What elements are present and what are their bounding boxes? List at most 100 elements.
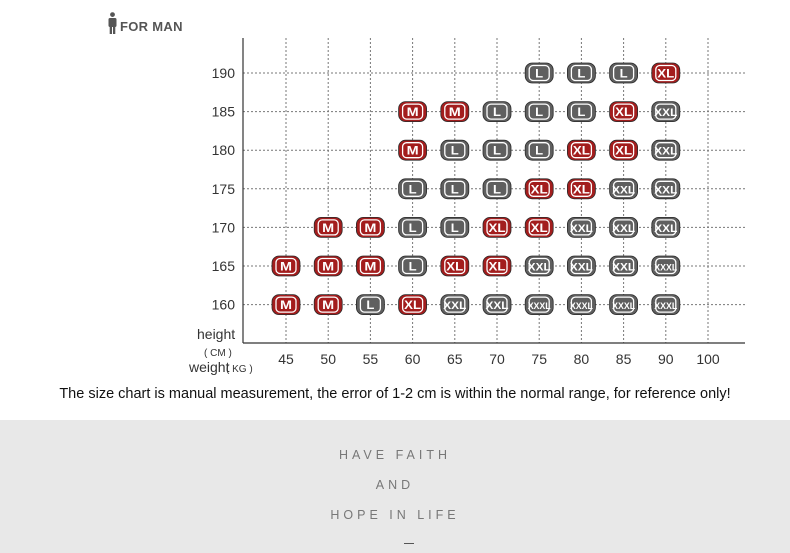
- size-label: L: [577, 67, 585, 81]
- size-badge: [524, 101, 554, 122]
- size-badge: [482, 255, 512, 277]
- y-tick-label: 160: [212, 297, 236, 313]
- size-badge: [482, 216, 512, 238]
- size-badge: [609, 101, 638, 122]
- size-badge: [567, 178, 596, 200]
- size-badge-border: [401, 103, 424, 120]
- size-label: XL: [615, 144, 632, 158]
- size-label: L: [451, 144, 459, 158]
- size-label: L: [535, 67, 543, 81]
- size-badge-border: [401, 257, 424, 275]
- size-label: M: [322, 298, 334, 312]
- y-tick-label: 175: [212, 181, 236, 197]
- slogan-line-3: HOPE IN LIFE: [330, 508, 460, 522]
- y-tick-label: 185: [212, 104, 236, 120]
- size-label: XL: [531, 221, 548, 235]
- size-badge: [651, 216, 681, 238]
- size-label: XL: [404, 298, 421, 312]
- size-badge-border: [486, 257, 508, 275]
- size-badge: [271, 294, 301, 316]
- size-badge-border: [570, 219, 593, 236]
- size-badge-border: [401, 142, 424, 159]
- size-label: XXL: [654, 223, 677, 235]
- size-badge-border: [570, 103, 593, 120]
- size-badge: [355, 216, 385, 238]
- size-badge-border: [655, 296, 677, 313]
- size-label: M: [280, 260, 292, 274]
- disclaimer-note: The size chart is manual measurement, th…: [59, 386, 731, 402]
- size-badge: [440, 294, 470, 316]
- size-label: XXL: [570, 223, 593, 235]
- size-badge: [567, 101, 596, 122]
- y-tick-label: 190: [212, 65, 236, 81]
- size-badge: [440, 178, 470, 200]
- size-label: L: [409, 221, 417, 235]
- size-label: M: [407, 144, 419, 158]
- y-tick-label: 180: [212, 142, 236, 158]
- divider-dash: [404, 543, 414, 544]
- size-badge: [651, 294, 681, 316]
- size-badge: [440, 101, 470, 122]
- size-label: M: [364, 260, 376, 274]
- size-badge: [355, 255, 385, 277]
- size-label: XXL: [612, 223, 635, 235]
- size-badge: [609, 216, 638, 238]
- size-badge: [440, 255, 470, 277]
- size-badge: [651, 101, 681, 122]
- size-badge: [398, 294, 428, 316]
- size-badge-border: [486, 180, 508, 197]
- slogan-line-1: HAVE FAITH: [338, 448, 451, 462]
- size-badge-border: [612, 142, 635, 159]
- size-badge: [440, 216, 470, 238]
- size-badge-border: [317, 257, 339, 275]
- size-label: L: [366, 298, 374, 312]
- size-badge: [482, 178, 512, 200]
- size-badge-border: [528, 257, 550, 275]
- size-label: XXL: [612, 184, 635, 196]
- size-badge-border: [359, 257, 382, 275]
- size-badge: [651, 178, 681, 200]
- size-label: L: [451, 182, 459, 196]
- size-badge: [567, 139, 596, 161]
- size-badge: [524, 62, 554, 84]
- size-badge: [567, 294, 596, 316]
- size-badge-border: [612, 257, 635, 275]
- size-badge-border: [359, 296, 382, 313]
- chart-header: FOR MAN: [108, 12, 183, 34]
- size-badge: [609, 294, 638, 316]
- size-badge-border: [486, 296, 508, 313]
- size-label: M: [407, 105, 419, 119]
- size-badge-border: [486, 103, 508, 120]
- x-tick-label: 55: [363, 351, 379, 367]
- x-axis-unit: ( KG ): [226, 364, 253, 375]
- size-badge-border: [401, 296, 424, 313]
- size-label: XXL: [443, 300, 466, 312]
- slogan-line-2: AND: [375, 478, 415, 492]
- size-label: L: [535, 144, 543, 158]
- size-badge: [609, 178, 638, 200]
- size-label: L: [620, 67, 628, 81]
- size-badge: [609, 62, 638, 84]
- size-badge: [524, 178, 554, 200]
- size-badge-border: [444, 180, 466, 197]
- size-badge-border: [275, 296, 297, 313]
- size-label: XXXL: [654, 301, 677, 311]
- size-badge-border: [444, 296, 466, 313]
- size-badge-border: [655, 219, 677, 236]
- size-label: XXL: [654, 184, 677, 196]
- x-tick-label: 80: [574, 351, 590, 367]
- size-badge: [271, 255, 301, 277]
- x-tick-label: 85: [616, 351, 632, 367]
- size-label: M: [364, 221, 376, 235]
- size-chart: 190 185 180 175 170 165 160 45 50 55 60 65 70 75 80 85 9…: [188, 38, 745, 375]
- size-label: XXXL: [654, 263, 677, 273]
- size-badge-border: [317, 219, 339, 236]
- size-label: XL: [615, 105, 632, 119]
- size-badge: [651, 62, 681, 84]
- size-label: XXL: [486, 300, 509, 312]
- size-badge-border: [570, 296, 593, 313]
- size-chart-panel: FOR MAN 190 185 180 175 170 165 160 45 50 55 60 65 7…: [59, 12, 745, 402]
- x-tick-label: 45: [278, 351, 294, 367]
- x-tick-label: 75: [531, 351, 547, 367]
- size-badge-border: [528, 103, 550, 120]
